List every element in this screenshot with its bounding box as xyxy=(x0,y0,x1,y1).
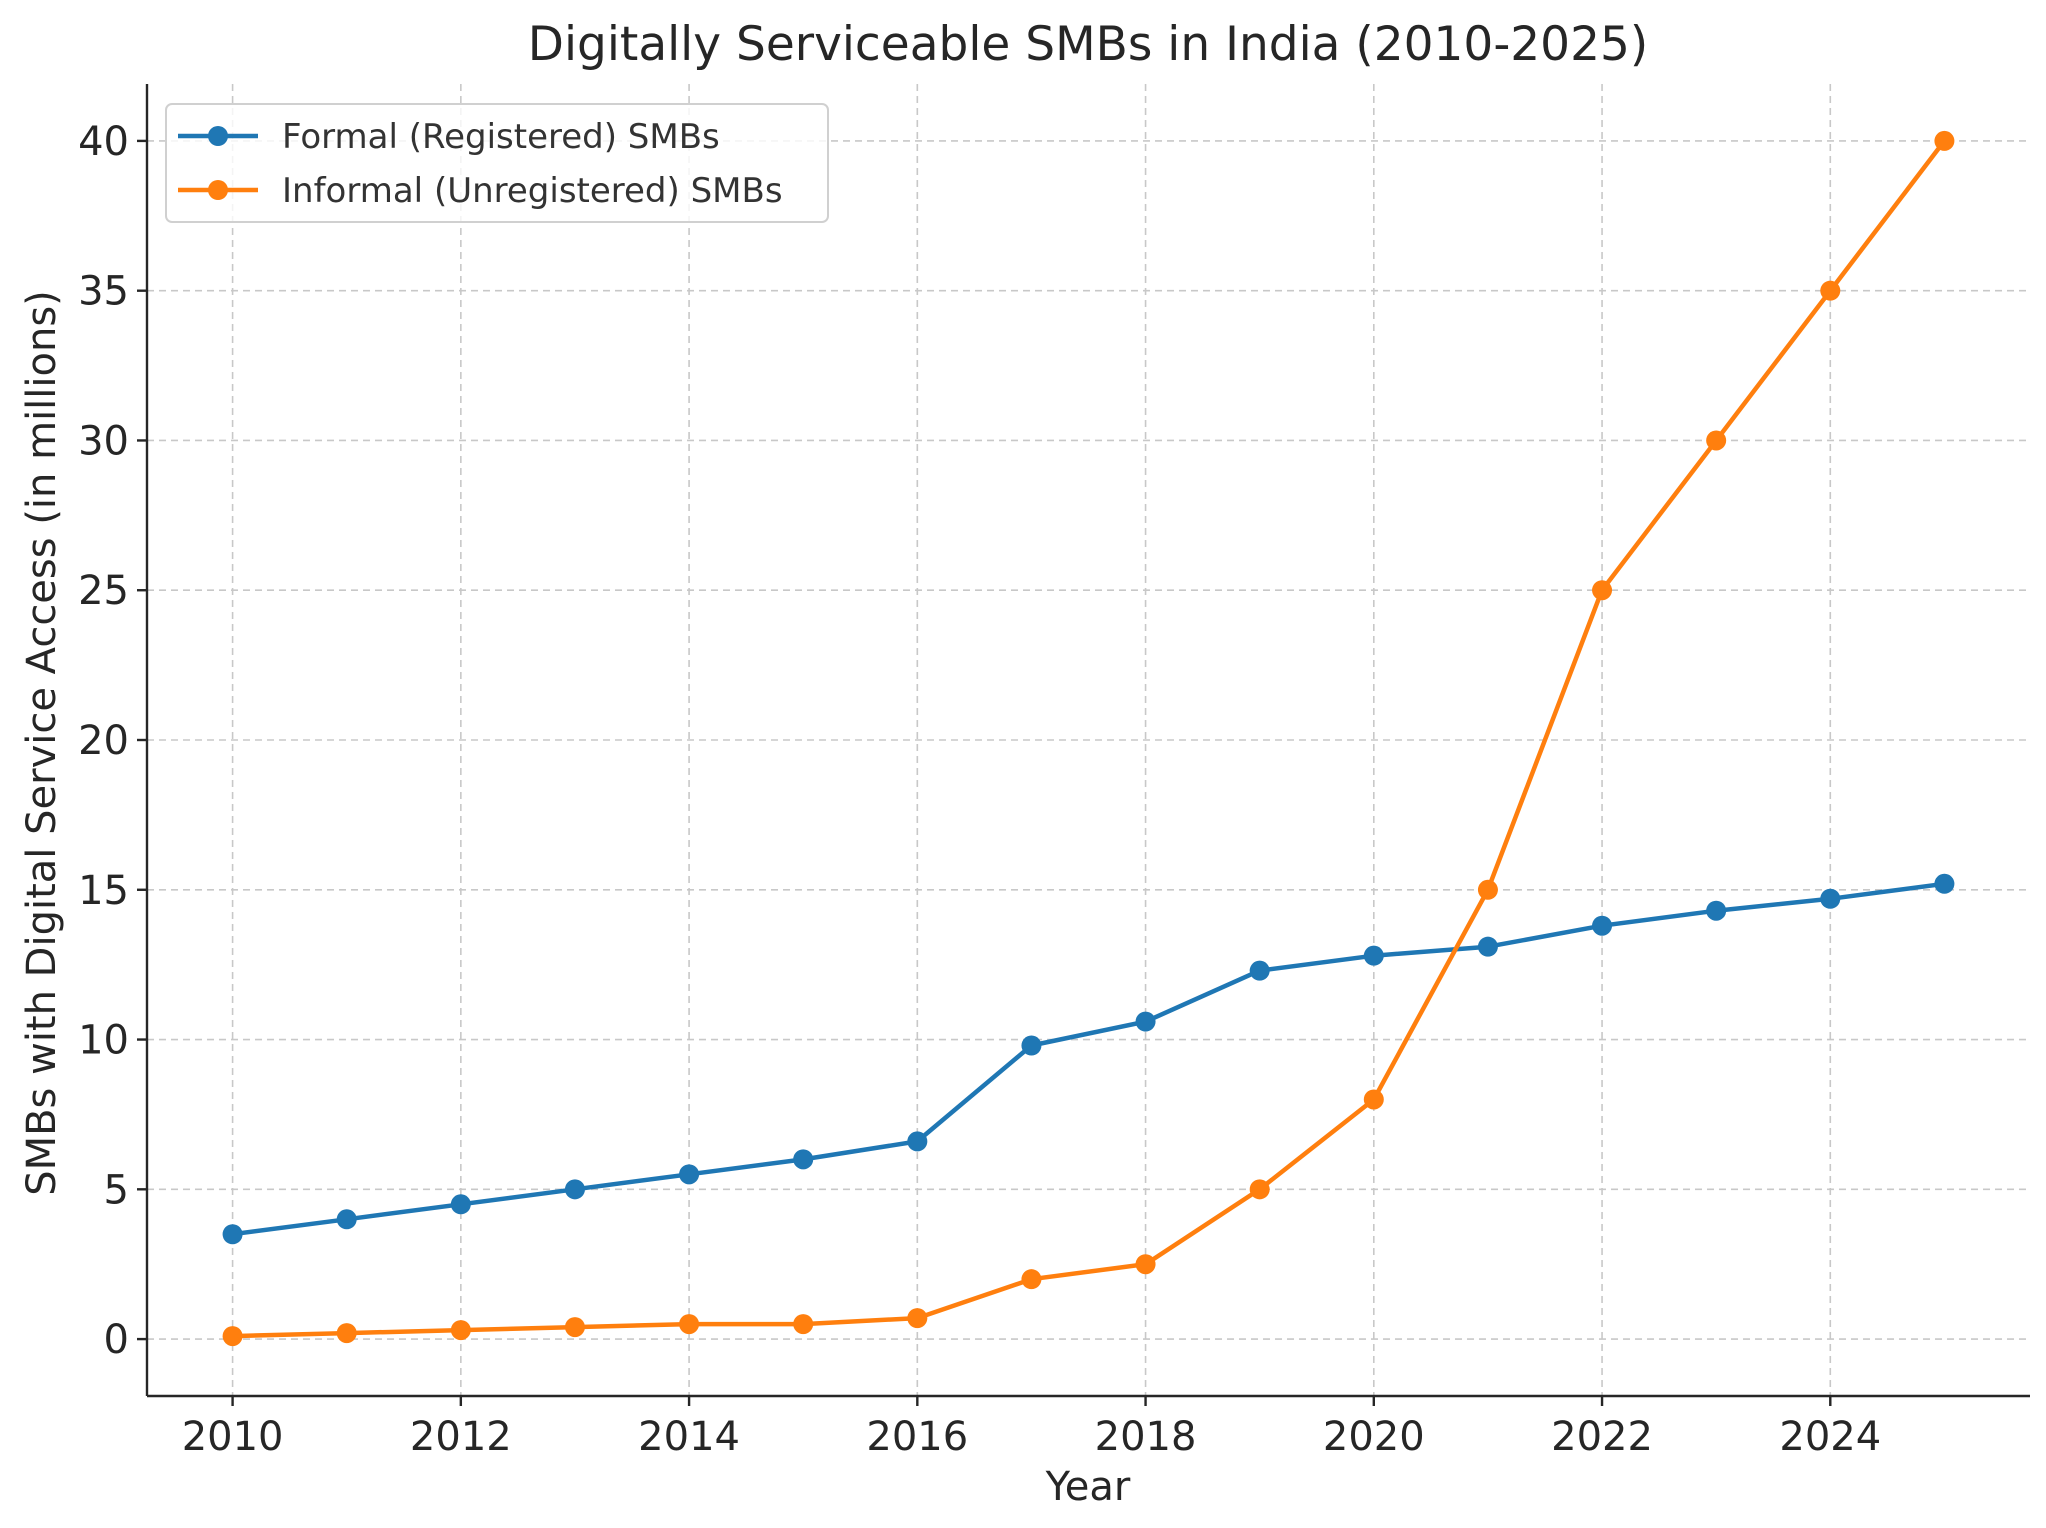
axes xyxy=(137,84,2030,1406)
y-tick-label: 40 xyxy=(78,119,129,165)
x-tick-label: 2010 xyxy=(182,1414,284,1460)
data-point xyxy=(907,1308,928,1329)
y-tick-label: 5 xyxy=(104,1167,129,1213)
grid-lines xyxy=(147,84,2030,1396)
data-point xyxy=(1592,915,1613,936)
data-point xyxy=(336,1209,357,1230)
legend-item-1: Formal (Registered) SMBs xyxy=(178,117,720,157)
data-point xyxy=(1135,1254,1156,1275)
legend-item-2: Informal (Unregistered) SMBs xyxy=(178,171,783,211)
data-point xyxy=(222,1326,243,1347)
data-point xyxy=(679,1314,700,1335)
data-point xyxy=(1249,960,1270,981)
series-line xyxy=(230,138,1947,1339)
tick-labels: 2010 2012 2014 2016 2018 2020 2022 2024 0 5 10 15 20… xyxy=(78,119,1881,1460)
x-tick-label: 2016 xyxy=(866,1414,968,1460)
x-tick-label: 2022 xyxy=(1551,1414,1653,1460)
legend-frame xyxy=(165,103,829,223)
data-point xyxy=(1363,945,1384,966)
x-tick-label: 2020 xyxy=(1323,1414,1425,1460)
data-point xyxy=(564,1179,585,1200)
data-point xyxy=(1706,900,1727,921)
data-point xyxy=(679,1164,700,1185)
data-point xyxy=(1934,873,1955,894)
data-point xyxy=(450,1194,471,1215)
data-point xyxy=(564,1317,585,1338)
x-tick-label: 2012 xyxy=(410,1414,512,1460)
data-point xyxy=(1820,888,1841,909)
legend: Formal (Registered) SMBs Informal (Unregi… xyxy=(165,103,829,223)
y-tick-label: 10 xyxy=(78,1018,129,1064)
x-tick-label: 2018 xyxy=(1095,1414,1197,1460)
plot-area xyxy=(222,130,1955,1347)
data-point xyxy=(793,1149,814,1170)
x-tick-label: 2014 xyxy=(638,1414,740,1460)
chart-title: Digitally Serviceable SMBs in India (201… xyxy=(528,17,1648,72)
data-point xyxy=(1592,580,1613,601)
data-point xyxy=(907,1131,928,1152)
data-point xyxy=(1934,130,1955,151)
data-point xyxy=(1477,936,1498,957)
data-point xyxy=(1820,280,1841,301)
data-point xyxy=(793,1314,814,1335)
y-tick-label: 0 xyxy=(104,1317,129,1363)
x-axis-label: Year xyxy=(1045,1464,1131,1510)
data-point xyxy=(1021,1035,1042,1056)
legend-marker xyxy=(208,180,228,200)
data-point xyxy=(1477,879,1498,900)
data-point xyxy=(222,1224,243,1245)
data-point xyxy=(1706,430,1727,451)
data-point xyxy=(450,1320,471,1341)
legend-label: Informal (Unregistered) SMBs xyxy=(282,171,783,211)
series-2 xyxy=(222,130,1955,1347)
series-1 xyxy=(222,873,1955,1245)
y-axis-label: SMBs with Digital Service Access (in mil… xyxy=(19,290,65,1196)
y-tick-label: 25 xyxy=(78,568,129,614)
data-point xyxy=(1021,1269,1042,1290)
data-point xyxy=(1135,1011,1156,1032)
legend-label: Formal (Registered) SMBs xyxy=(282,117,720,157)
y-tick-label: 15 xyxy=(78,868,129,914)
data-point xyxy=(1249,1179,1270,1200)
data-point xyxy=(1363,1089,1384,1110)
x-tick-label: 2024 xyxy=(1779,1414,1881,1460)
legend-marker xyxy=(208,126,228,146)
y-tick-label: 30 xyxy=(78,418,129,464)
data-point xyxy=(336,1323,357,1344)
series-line xyxy=(230,881,1947,1237)
y-tick-label: 35 xyxy=(78,269,129,315)
y-tick-label: 20 xyxy=(78,718,129,764)
